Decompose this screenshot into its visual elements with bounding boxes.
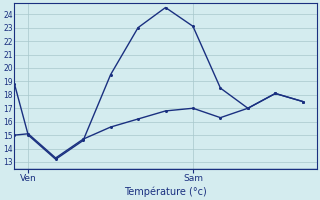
X-axis label: Température (°c): Température (°c)	[124, 186, 207, 197]
